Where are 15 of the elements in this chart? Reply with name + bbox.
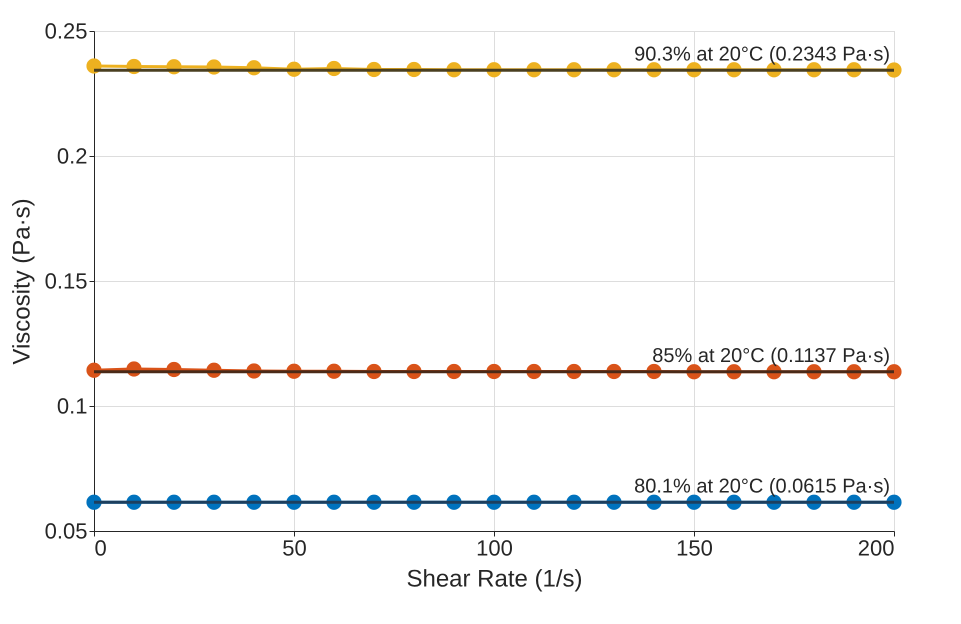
x-tick-label: 50 [282, 536, 307, 560]
x-tick-label: 200 [858, 536, 894, 560]
y-tick-label: 0.25 [44, 18, 88, 44]
x-tick-label: 150 [676, 536, 713, 560]
ref-line-label: 85% at 20°C (0.1137 Pa·s) [652, 344, 890, 367]
ref-line-label: 80.1% at 20°C (0.0615 Pa·s) [634, 475, 890, 498]
y-tick-label: 0.1 [56, 394, 88, 418]
x-axis-title: Shear Rate (1/s) [406, 566, 583, 592]
y-tick-label: 0.2 [56, 144, 88, 168]
x-tick-label: 0 [94, 536, 107, 560]
x-tick-label: 100 [476, 536, 513, 560]
y-axis-title: Viscosity (Pa·s) [8, 198, 36, 365]
y-tick-label: 0.15 [44, 268, 88, 294]
ref-line-label: 90.3% at 20°C (0.2343 Pa·s) [634, 43, 890, 66]
y-tick-label: 0.05 [44, 518, 88, 544]
